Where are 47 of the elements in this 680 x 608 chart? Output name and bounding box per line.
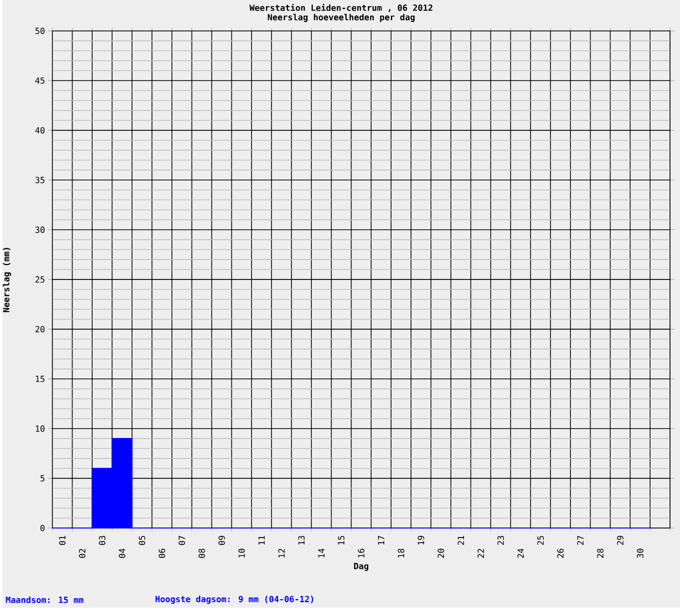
x-tick-label: 04	[118, 548, 126, 558]
x-tick-label: 25	[537, 536, 544, 545]
chart-title: Weerstation Leiden-centrum , 06 2012	[249, 4, 432, 12]
x-tick-label: 15	[338, 536, 344, 545]
x-tick-label: 22	[478, 549, 484, 558]
x-tick-label: 24	[517, 548, 524, 558]
chart-subtitle: Neerslag hoeveelheden per dag	[268, 14, 415, 22]
x-tick-label: 08	[198, 548, 205, 558]
x-axis-title: Dag	[354, 563, 368, 571]
x-tick-label: 06	[158, 548, 166, 558]
x-tick-label: 20	[438, 548, 444, 558]
x-tick-label: 14	[318, 548, 324, 558]
y-tick-label: 0	[40, 524, 45, 532]
x-tick-label: 30	[636, 548, 644, 558]
y-tick-label: 20	[36, 326, 45, 332]
x-tick-label: 07	[178, 536, 186, 546]
y-tick-label: 40	[35, 127, 45, 134]
x-tick-label: 10	[238, 548, 245, 558]
x-tick-label: 11	[258, 536, 265, 545]
x-tick-label: 28	[597, 548, 604, 558]
x-tick-label: 05	[138, 536, 146, 546]
x-tick-label: 13	[298, 536, 305, 545]
x-tick-label: 02	[79, 549, 86, 558]
x-tick-label: 19	[418, 536, 424, 545]
y-tick-label: 5	[40, 475, 44, 482]
y-tick-label: 45	[35, 78, 44, 84]
x-tick-label: 16	[358, 548, 364, 558]
x-tick-label: 18	[398, 548, 404, 558]
y-tick-label: 15	[36, 376, 44, 382]
x-tick-label: 23	[497, 536, 504, 545]
x-tick-label: 26	[557, 548, 564, 558]
x-tick-label: 29	[617, 536, 624, 545]
x-tick-label: 17	[378, 536, 384, 545]
text: Hoogste dagsom: 9 mm (04-06-12)	[156, 596, 314, 604]
y-axis-title: Neerslag (mm)	[2, 248, 12, 312]
x-tick-label: 27	[577, 536, 584, 545]
x-tick-label: 21	[458, 536, 464, 545]
x-tick-label: 12	[278, 549, 285, 558]
y-tick-label: 25	[36, 276, 44, 283]
y-tick-label: 30	[35, 226, 45, 234]
x-tick-label: 09	[218, 536, 225, 546]
text: Maandsom: 15 mm	[6, 596, 84, 604]
x-tick-label: 03	[98, 536, 106, 546]
x-tick-label: 01	[59, 536, 66, 546]
y-tick-label: 10	[36, 426, 45, 432]
y-tick-label: 35	[35, 176, 44, 184]
y-tick-label: 50	[35, 28, 45, 34]
